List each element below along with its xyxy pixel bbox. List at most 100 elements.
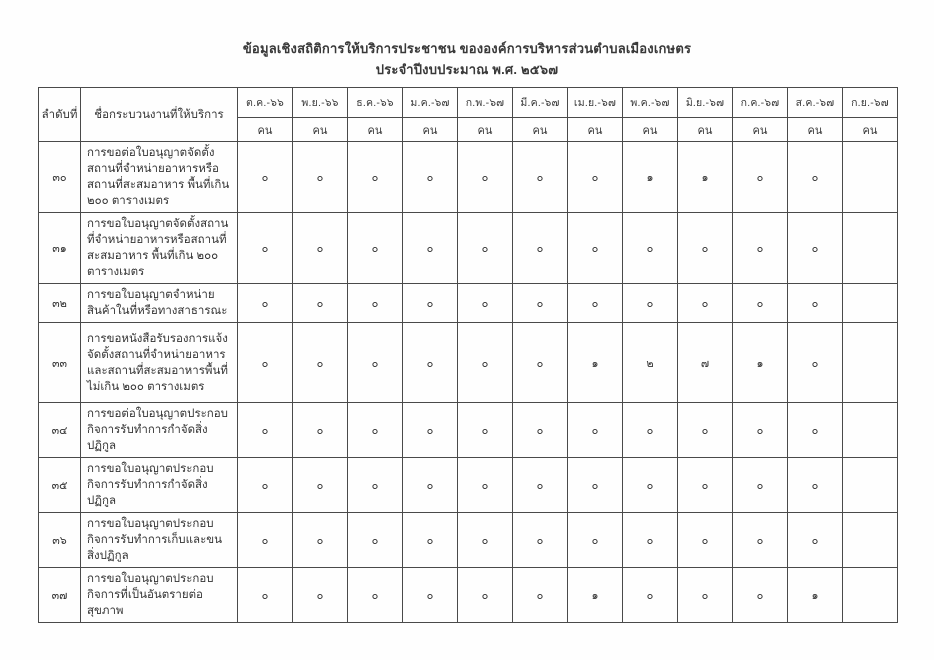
- value-cell: ๐: [567, 512, 623, 568]
- value-cell: ๐: [347, 567, 403, 623]
- value-cell: ๐: [567, 283, 623, 323]
- value-cell: ๐: [292, 457, 348, 513]
- service-statistics-table: ลำดับที่ ชื่อกระบวนงานที่ให้บริการ ต.ค.-…: [38, 87, 898, 623]
- service-name-cell: การขอหนังสือรับรองการแจ้งจัดตั้งสถานที่จ…: [80, 322, 238, 403]
- value-cell: ๐: [457, 283, 513, 323]
- row-number-cell: ๓๒: [38, 283, 81, 323]
- value-cell: ๐: [457, 567, 513, 623]
- value-cell: ๐: [732, 212, 788, 284]
- value-cell: ๐: [457, 322, 513, 403]
- month-header: ก.พ.-๖๗: [457, 87, 513, 118]
- value-cell: ๐: [567, 212, 623, 284]
- col-header-service-name: ชื่อกระบวนงานที่ให้บริการ: [80, 87, 238, 142]
- value-cell: ๐: [512, 457, 568, 513]
- value-cell: ๐: [622, 402, 678, 458]
- table-row: ๓๑ การขอใบอนุญาตจัดตั้งสถานที่จำหน่ายอาหา…: [38, 212, 898, 284]
- value-cell: ๐: [677, 212, 733, 284]
- value-cell: ๑: [567, 322, 623, 403]
- month-header: ก.ย.-๖๗: [842, 87, 898, 118]
- month-header: ก.ค.-๖๗: [732, 87, 788, 118]
- header-row-units: คน คน คน คน คน คน คน คน คน คน คน คน: [39, 117, 898, 142]
- value-cell: ๐: [292, 283, 348, 323]
- month-header: ส.ค.-๖๗: [787, 87, 843, 118]
- doc-title-line2: ประจำปีงบประมาณ พ.ศ. ๒๕๖๗: [375, 62, 559, 77]
- row-number-cell: ๓๔: [38, 402, 81, 458]
- value-cell: ๐: [567, 457, 623, 513]
- unit-header: คน: [567, 117, 623, 142]
- unit-header: คน: [347, 117, 403, 142]
- value-cell: ๐: [622, 212, 678, 284]
- service-name-cell: การขอใบอนุญาตประกอบกิจการที่เป็นอันตรายต…: [80, 567, 238, 623]
- value-cell: ๐: [512, 512, 568, 568]
- value-cell: ๐: [567, 402, 623, 458]
- value-cell: ๐: [237, 457, 293, 513]
- value-cell: ๑: [677, 141, 733, 213]
- value-cell: ๐: [677, 512, 733, 568]
- value-cell: ๐: [292, 402, 348, 458]
- value-cell: [842, 457, 898, 513]
- value-cell: [842, 283, 898, 323]
- value-cell: [842, 512, 898, 568]
- unit-header: คน: [457, 117, 513, 142]
- service-name-cell: การขอต่อใบอนุญาตประกอบกิจการรับทำการกำจั…: [80, 402, 238, 458]
- table-row: ๓๒ การขอใบอนุญาตจำหน่ายสินค้าในที่หรือทาง…: [38, 283, 898, 323]
- value-cell: ๐: [787, 212, 843, 284]
- value-cell: ๐: [402, 283, 458, 323]
- value-cell: ๐: [677, 283, 733, 323]
- month-header: พ.ค.-๖๗: [622, 87, 678, 118]
- value-cell: ๐: [457, 141, 513, 213]
- value-cell: ๐: [237, 402, 293, 458]
- value-cell: ๐: [677, 567, 733, 623]
- value-cell: ๐: [457, 457, 513, 513]
- value-cell: ๐: [512, 402, 568, 458]
- value-cell: ๐: [732, 141, 788, 213]
- value-cell: ๐: [402, 567, 458, 623]
- value-cell: ๐: [292, 567, 348, 623]
- value-cell: ๐: [292, 141, 348, 213]
- value-cell: [842, 141, 898, 213]
- table-row: ๓๗ การขอใบอนุญาตประกอบกิจการที่เป็นอันตรา…: [38, 567, 898, 623]
- value-cell: [842, 402, 898, 458]
- value-cell: ๐: [457, 512, 513, 568]
- month-header: พ.ย.-๖๖: [292, 87, 348, 118]
- value-cell: ๐: [347, 457, 403, 513]
- row-number-cell: ๓๗: [38, 567, 81, 623]
- value-cell: ๐: [512, 567, 568, 623]
- value-cell: ๐: [292, 212, 348, 284]
- value-cell: ๐: [402, 457, 458, 513]
- table-body: ๓๐ การขอต่อใบอนุญาตจัดตั้งสถานที่จำหน่ายอ…: [38, 141, 898, 623]
- unit-header: คน: [622, 117, 678, 142]
- unit-header: คน: [677, 117, 733, 142]
- value-cell: ๑: [732, 322, 788, 403]
- value-cell: ๐: [347, 322, 403, 403]
- value-cell: ๐: [732, 457, 788, 513]
- value-cell: ๐: [237, 212, 293, 284]
- value-cell: ๐: [787, 322, 843, 403]
- unit-header: คน: [732, 117, 788, 142]
- value-cell: ๐: [787, 283, 843, 323]
- row-number-cell: ๓๓: [38, 322, 81, 403]
- value-cell: ๐: [622, 512, 678, 568]
- value-cell: ๐: [347, 283, 403, 323]
- value-cell: ๐: [512, 212, 568, 284]
- unit-header: คน: [787, 117, 843, 142]
- row-number-cell: ๓๕: [38, 457, 81, 513]
- value-cell: ๐: [732, 512, 788, 568]
- month-header: เม.ย.-๖๗: [567, 87, 623, 118]
- value-cell: ๐: [402, 512, 458, 568]
- service-name-cell: การขอใบอนุญาตจัดตั้งสถานที่จำหน่ายอาหารห…: [80, 212, 238, 284]
- value-cell: [842, 567, 898, 623]
- value-cell: ๐: [237, 141, 293, 213]
- service-name-cell: การขอใบอนุญาตประกอบกิจการรับทำการกำจัดสิ…: [80, 457, 238, 513]
- value-cell: ๑: [567, 567, 623, 623]
- value-cell: ๐: [677, 402, 733, 458]
- value-cell: ๐: [347, 212, 403, 284]
- value-cell: ๐: [787, 402, 843, 458]
- month-header: มี.ค.-๖๗: [512, 87, 568, 118]
- service-name-cell: การขอใบอนุญาตจำหน่ายสินค้าในที่หรือทางสา…: [80, 283, 238, 323]
- value-cell: ๐: [622, 283, 678, 323]
- value-cell: [842, 322, 898, 403]
- value-cell: ๐: [622, 457, 678, 513]
- doc-title-line1: ข้อมูลเชิงสถิติการให้บริการประชาชน ขององ…: [242, 41, 692, 56]
